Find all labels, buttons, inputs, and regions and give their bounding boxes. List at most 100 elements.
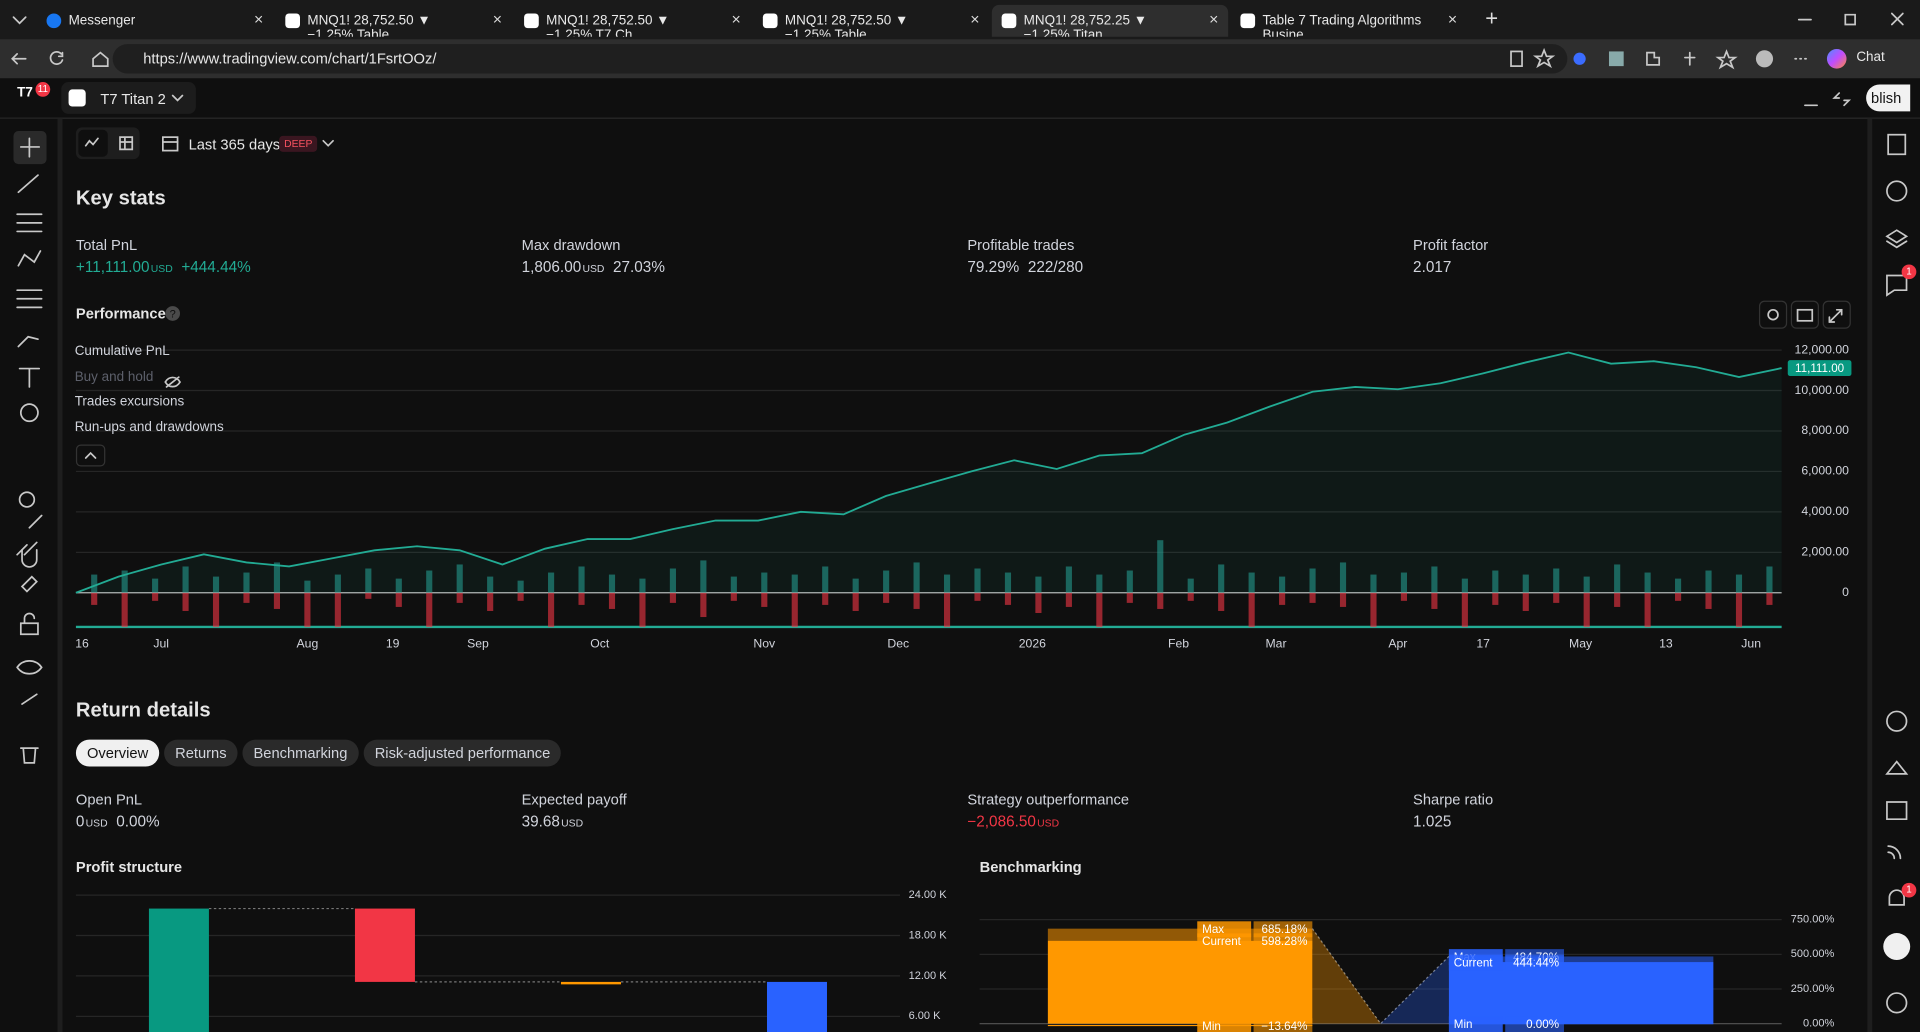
view-icons xyxy=(84,136,134,151)
eye-off-icon xyxy=(164,375,182,388)
drawdown-bar xyxy=(91,592,98,605)
collapse-button[interactable] xyxy=(75,444,106,467)
stat-label-box xyxy=(1448,1016,1503,1032)
nav-buttons[interactable] xyxy=(7,49,110,69)
range-chevron[interactable] xyxy=(322,138,334,148)
stat-label: Current xyxy=(1202,935,1242,948)
stat-label: Total PnL xyxy=(75,236,138,254)
run-up-bar xyxy=(1157,540,1164,593)
run-up-bar xyxy=(273,562,281,593)
run-up-bar xyxy=(730,576,737,593)
stat-label-box xyxy=(1197,921,1252,938)
chart-actions[interactable] xyxy=(1758,300,1854,329)
x-tick-label: Jun xyxy=(1741,636,1761,650)
hidden-toggle[interactable] xyxy=(164,372,182,394)
tab-title: MNQ1! 28,752.50 ▼ −1.25% Table xyxy=(307,13,431,37)
tab-close[interactable]: × xyxy=(970,9,980,29)
new-tab[interactable]: + xyxy=(1485,6,1499,31)
profit-bar xyxy=(354,908,415,982)
stat-label: Profitable trades xyxy=(967,236,1075,254)
run-up-bar xyxy=(883,570,890,593)
tab[interactable]: MNQ1! 28,752.50 ▼ −1.25% Table × xyxy=(753,5,989,37)
run-up-bar xyxy=(1065,566,1072,593)
drawdown-bar xyxy=(1705,592,1712,609)
drawing-tools[interactable] xyxy=(0,119,58,1032)
drawdown-bar xyxy=(395,592,402,607)
run-up-bar xyxy=(974,568,981,593)
view-toggle[interactable] xyxy=(75,127,140,160)
drawdown-bar xyxy=(1553,592,1560,603)
run-up-bar xyxy=(1004,572,1012,593)
run-up-bar xyxy=(1218,564,1225,593)
tab[interactable]: MNQ1! 28,752.25 ▼ −1.25% Titan × xyxy=(991,4,1229,37)
return-tab[interactable]: Returns xyxy=(164,739,238,767)
tab-close[interactable]: × xyxy=(1209,9,1219,29)
run-up-bar xyxy=(1705,570,1712,593)
run-up-bar xyxy=(334,574,341,593)
run-up-bar xyxy=(913,562,920,593)
x-tick-label: Sep xyxy=(467,636,489,650)
y-tick-label: 250.00% xyxy=(1791,983,1835,995)
stat-extra: 0.00% xyxy=(116,813,160,831)
legend-item[interactable]: Trades excursions xyxy=(74,394,185,409)
tab[interactable]: MNQ1! 28,752.50 ▼ −1.25% T7 Ch × xyxy=(514,5,750,37)
drawdown-bar xyxy=(426,592,433,628)
tab-icon xyxy=(1240,13,1256,29)
tab-title: Messenger xyxy=(68,13,136,29)
drawdown-bar xyxy=(487,592,494,611)
help-icon[interactable]: ? xyxy=(164,305,181,322)
legend-item[interactable]: Run-ups and drawdowns xyxy=(74,419,224,435)
run-up-bar xyxy=(1126,570,1133,593)
logo-badge: 11 xyxy=(35,82,51,97)
tab[interactable]: MNQ1! 28,752.50 ▼ −1.25% Table × xyxy=(276,5,512,37)
drawing-toolbar xyxy=(0,118,63,1032)
tab[interactable]: Messenger × xyxy=(37,5,273,37)
url-box[interactable]: https://www.tradingview.com/chart/1FsrtO… xyxy=(112,44,1568,74)
current-bar xyxy=(1047,940,1313,1024)
chat-button[interactable]: Chat xyxy=(1826,48,1900,70)
layout-button[interactable]: T7 Titan 2 xyxy=(61,82,196,114)
logo[interactable]: T7 xyxy=(17,85,33,101)
drawdown-bar xyxy=(608,592,616,609)
right-tools[interactable] xyxy=(1872,119,1920,1032)
x-tick-label: 19 xyxy=(386,636,400,650)
y-tick-label: 6.00 K xyxy=(909,1010,942,1022)
y-tick-label: 0.00% xyxy=(1803,1018,1834,1030)
stat-label-box xyxy=(1197,1018,1252,1032)
svg-text:?: ? xyxy=(170,309,176,321)
return-tab[interactable]: Benchmarking xyxy=(242,739,359,767)
legend-item[interactable]: Buy and hold xyxy=(74,369,154,384)
date-range[interactable]: Last 365 days xyxy=(188,135,281,154)
run-up-bar xyxy=(791,574,798,593)
stat-label: Max xyxy=(1202,923,1224,936)
run-up-bar xyxy=(1522,574,1529,593)
tab-close[interactable]: × xyxy=(492,9,503,29)
tab-close[interactable]: × xyxy=(253,9,264,29)
panel-controls[interactable] xyxy=(1802,91,1861,108)
x-tick-label: Feb xyxy=(1168,636,1189,650)
stat-label: Strategy outperformance xyxy=(967,791,1130,809)
run-up-bar xyxy=(822,566,829,593)
run-up-bar xyxy=(1248,572,1255,593)
browser-icons[interactable] xyxy=(1506,47,1849,70)
run-up-bar xyxy=(182,566,189,593)
y-tick-label: 2,000.00 xyxy=(1801,545,1849,559)
stat-value-row: 2.017 xyxy=(1413,258,1451,275)
return-tab[interactable]: Overview xyxy=(75,739,160,767)
tab-close[interactable]: × xyxy=(1447,9,1458,29)
tab-menu[interactable] xyxy=(10,11,30,28)
publish-button[interactable]: blish xyxy=(1866,84,1911,112)
stat-value-row: −2,086.50USD xyxy=(967,813,1059,830)
run-up-bar xyxy=(1675,578,1682,593)
drawdown-bar xyxy=(1279,592,1286,605)
tab-close[interactable]: × xyxy=(731,9,741,29)
drawdown-bar xyxy=(273,592,281,609)
window-controls[interactable] xyxy=(1794,10,1916,30)
legend-item[interactable]: Cumulative PnL xyxy=(74,344,170,359)
x-tick-label: Oct xyxy=(590,636,610,650)
stat-value: 39.68 xyxy=(521,813,560,831)
return-tab[interactable]: Risk-adjusted performance xyxy=(363,739,562,767)
max-band xyxy=(1448,956,1714,963)
tab[interactable]: Table 7 Trading Algorithms Busine × xyxy=(1231,5,1467,37)
